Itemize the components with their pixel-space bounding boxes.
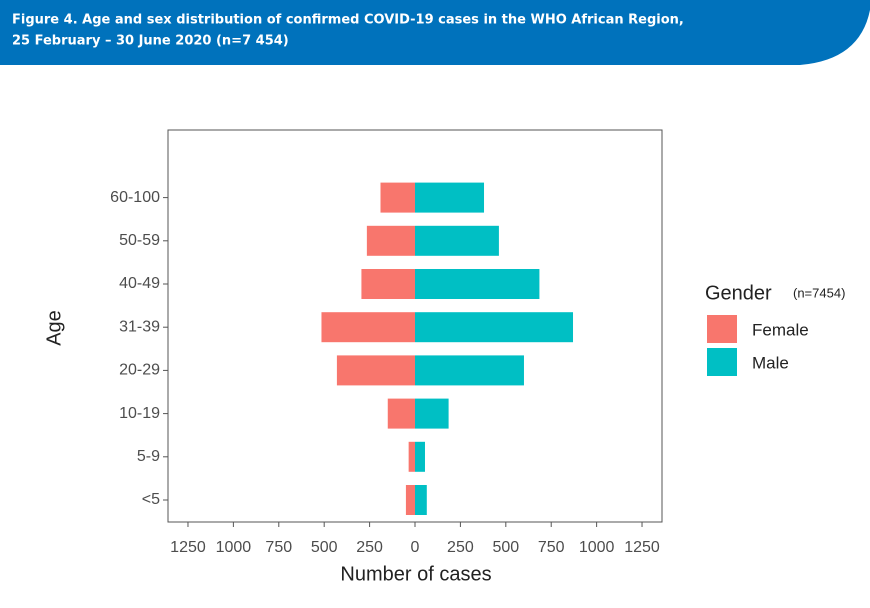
x-tick-label: 750: [538, 539, 565, 556]
y-tick-label: 20-29: [119, 362, 160, 379]
bar: [321, 312, 415, 343]
x-tick-label: 0: [411, 539, 420, 556]
bar: [405, 485, 415, 515]
header-title: 25 February – 30 June 2020 (n=7 454): [12, 34, 289, 49]
x-axis-title: Number of cases: [340, 563, 491, 585]
bar: [415, 312, 574, 343]
x-tick-label: 1000: [579, 539, 615, 556]
bar: [336, 355, 415, 386]
bar: [415, 355, 524, 386]
y-tick-label: 40-49: [119, 275, 160, 292]
legend-swatch: [707, 348, 737, 376]
bar: [415, 485, 427, 515]
x-tick-label: 1250: [170, 539, 206, 556]
bar: [415, 182, 485, 213]
bar: [415, 441, 425, 472]
bar: [415, 225, 499, 256]
legend-swatch: [707, 315, 737, 343]
bar: [415, 269, 540, 299]
x-tick-label: 1000: [216, 539, 252, 556]
x-tick-label: 500: [492, 539, 519, 556]
bar: [387, 398, 415, 429]
legend-label: Female: [752, 320, 809, 339]
y-tick-label: <5: [142, 491, 160, 508]
legend-note: (n=7454): [793, 285, 845, 300]
legend-label: Male: [752, 353, 789, 372]
bar: [408, 441, 415, 472]
y-tick-label: 50-59: [119, 232, 160, 249]
bar: [415, 398, 449, 429]
y-tick-label: 31-39: [119, 318, 160, 335]
y-tick-label: 10-19: [119, 405, 160, 422]
x-tick-label: 250: [356, 539, 383, 556]
y-tick-label: 5-9: [137, 448, 160, 465]
header-banner: [0, 0, 870, 65]
bar: [366, 225, 415, 256]
header-title: Figure 4. Age and sex distribution of co…: [12, 13, 684, 28]
x-tick-label: 1250: [624, 539, 660, 556]
bar: [380, 182, 415, 213]
y-axis-title: Age: [43, 310, 65, 346]
x-tick-label: 750: [265, 539, 292, 556]
y-tick-label: 60-100: [110, 189, 160, 206]
x-tick-label: 250: [447, 539, 474, 556]
legend-title: Gender: [705, 282, 772, 304]
x-tick-label: 500: [311, 539, 338, 556]
bar: [361, 269, 415, 299]
